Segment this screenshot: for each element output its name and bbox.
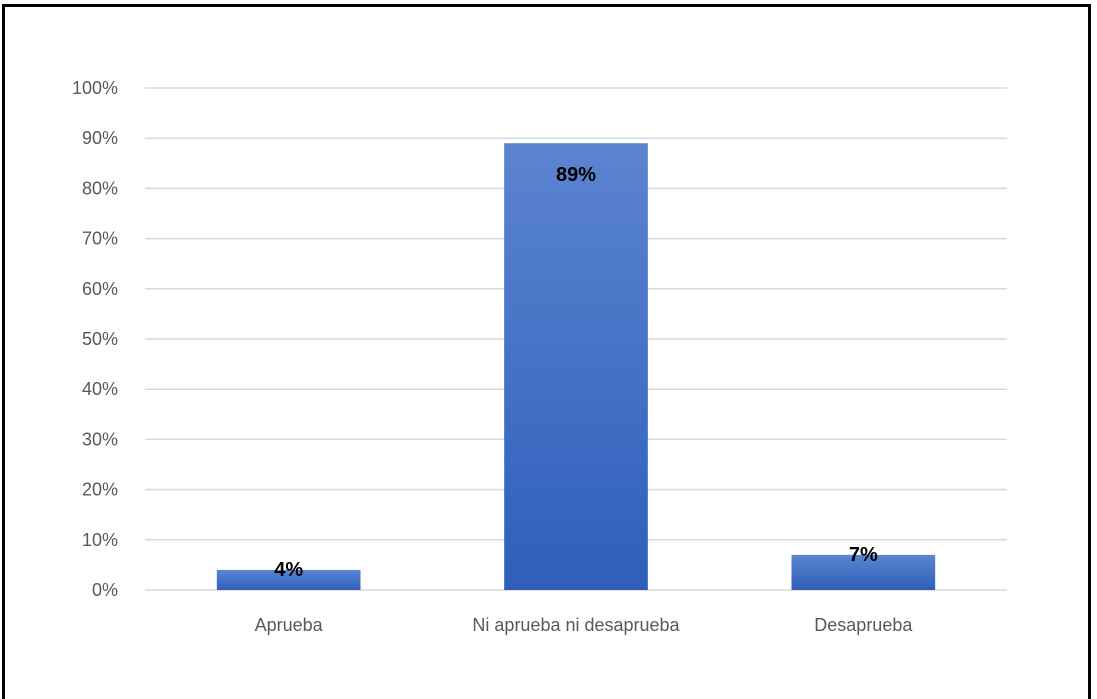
- y-tick-label: 90%: [82, 128, 118, 148]
- y-tick-label: 0%: [92, 580, 118, 600]
- x-axis-category-labels: Aprueba Ni aprueba ni desaprueba Desaprueb…: [255, 615, 914, 635]
- data-label: 4%: [274, 559, 303, 581]
- category-label: Aprueba: [255, 615, 324, 635]
- y-tick-label: 20%: [82, 480, 118, 500]
- category-label: Desaprueba: [814, 615, 913, 635]
- bar-2: [504, 143, 648, 590]
- y-tick-label: 50%: [82, 329, 118, 349]
- bar-1: [216, 569, 361, 590]
- y-tick-label: 60%: [82, 279, 118, 299]
- y-tick-label: 70%: [82, 229, 118, 249]
- data-label: 7%: [849, 544, 878, 566]
- data-labels: 4% 89% 7%: [274, 164, 878, 581]
- category-label: Ni aprueba ni desaprueba: [472, 615, 680, 635]
- y-tick-label: 10%: [82, 530, 118, 550]
- y-tick-label: 40%: [82, 379, 118, 399]
- data-label: 89%: [556, 164, 596, 186]
- bars: [216, 143, 936, 590]
- y-axis-tick-labels: 0% 10% 20% 30% 40% 50% 60% 70% 80% 90% 100%: [72, 78, 118, 600]
- bar-3: [791, 554, 936, 590]
- y-tick-label: 80%: [82, 178, 118, 198]
- y-tick-label: 100%: [72, 78, 118, 98]
- y-tick-label: 30%: [82, 429, 118, 449]
